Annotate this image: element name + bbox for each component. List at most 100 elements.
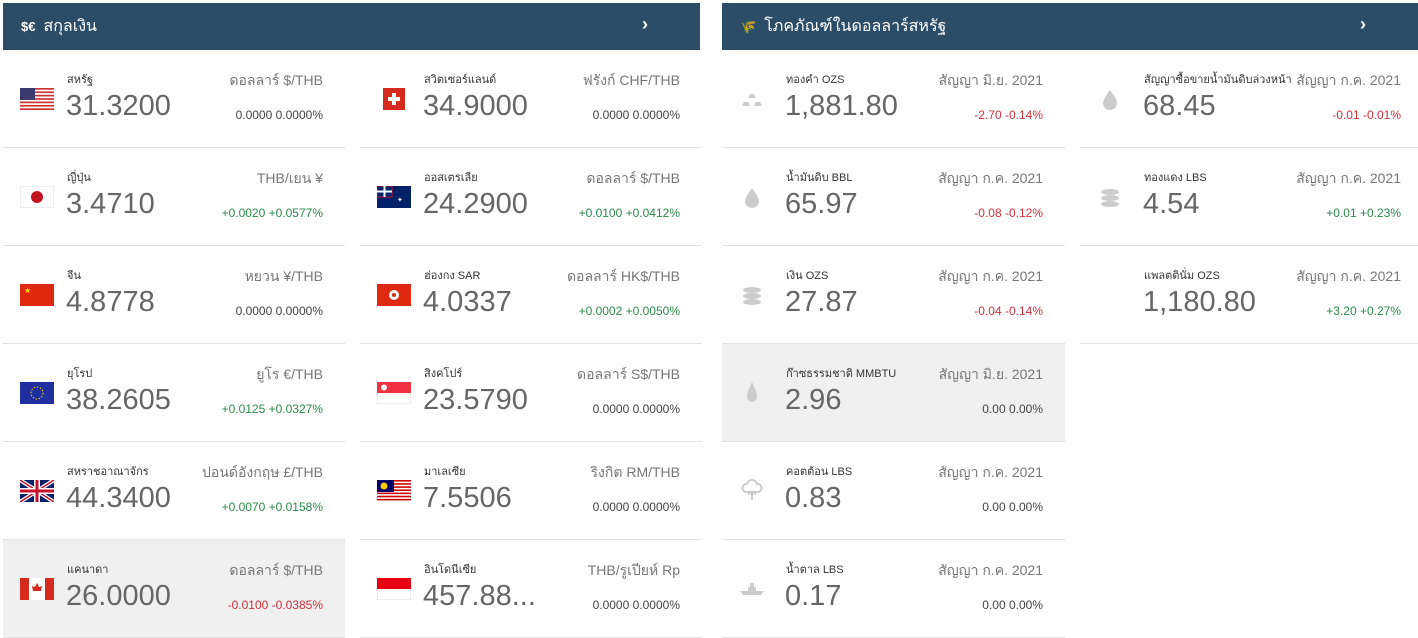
quote-change: -0.01 -0.01% bbox=[1332, 108, 1401, 122]
quote-unit: ปอนด์อังกฤษ £/THB bbox=[202, 464, 323, 480]
column: สวิตเซอร์แลนด์ 34.9000 ฟรังก์ CHF/THB 0.000… bbox=[360, 50, 702, 638]
quote-unit: สัญญา ก.ค. 2021 bbox=[938, 268, 1043, 284]
quote-name[interactable]: ยุโรป bbox=[67, 368, 93, 380]
quote-name[interactable]: น้ำตาล LBS bbox=[786, 564, 844, 576]
quote-name[interactable]: สหราชอาณาจักร bbox=[67, 466, 149, 478]
quote-change: -0.0100 -0.0385% bbox=[227, 598, 323, 612]
quote-card[interactable]: สวิตเซอร์แลนด์ 34.9000 ฟรังก์ CHF/THB 0.000… bbox=[360, 50, 702, 148]
quote-name[interactable]: คอตต้อน LBS bbox=[786, 466, 853, 478]
quote-name[interactable]: ทองแดง LBS bbox=[1144, 172, 1207, 184]
quote-value: 26.0000 bbox=[66, 580, 171, 612]
flag-ch-icon bbox=[383, 88, 405, 110]
flag-eu-icon bbox=[20, 382, 54, 404]
quote-card[interactable]: ★ จีน 4.8778 หยวน ¥/THB 0.0000 0.0000% bbox=[3, 246, 345, 344]
flag-cn-icon: ★ bbox=[20, 284, 54, 306]
quote-name[interactable]: แพลตตินั่ม OZS bbox=[1144, 270, 1220, 282]
quote-name[interactable]: สัญญาซื้อขายน้ำมันดิบล่วงหน้า bbox=[1144, 74, 1292, 86]
quote-card[interactable]: สหรัฐ 31.3200 ดอลลาร์ $/THB 0.0000 0.0000% bbox=[3, 50, 345, 148]
quote-name[interactable]: ออสเตรเลีย bbox=[424, 172, 478, 184]
quote-card[interactable]: ญี่ปุ่น 3.4710 THB/เยน ¥ +0.0020 +0.0577% bbox=[3, 148, 345, 246]
quote-change: 0.0000 0.0000% bbox=[235, 304, 323, 318]
quote-name[interactable]: สวิตเซอร์แลนด์ bbox=[424, 74, 497, 86]
quote-card[interactable]: ยุโรป 38.2605 ยูโร €/THB +0.0125 +0.0327% bbox=[3, 344, 345, 442]
quote-card[interactable]: น้ำตาล LBS 0.17 สัญญา ก.ค. 2021 0.00 0.00% bbox=[722, 540, 1065, 638]
quote-change: 0.00 0.00% bbox=[982, 402, 1043, 416]
cotton-icon bbox=[741, 479, 763, 500]
quote-card[interactable]: อินโดนีเซีย 457.88... THB/รูเปียห์ Rp 0.000… bbox=[360, 540, 702, 638]
quote-value: 0.17 bbox=[785, 580, 842, 612]
quote-unit: สัญญา ก.ค. 2021 bbox=[938, 464, 1043, 480]
quote-name[interactable]: อินโดนีเซีย bbox=[424, 564, 477, 576]
quote-unit: THB/รูเปียห์ Rp bbox=[587, 562, 680, 578]
quote-unit: ฟรังก์ CHF/THB bbox=[582, 72, 680, 88]
quote-name[interactable]: ทองคำ OZS bbox=[786, 74, 845, 86]
quote-unit: สัญญา ก.ค. 2021 bbox=[938, 562, 1043, 578]
quote-card[interactable]: ฮ่องกง SAR 4.0337 ดอลลาร์ HK$/THB +0.0002 +… bbox=[360, 246, 702, 344]
quote-card[interactable]: มาเลเซีย 7.5506 ริงกิต RM/THB 0.0000 0.0000… bbox=[360, 442, 702, 540]
quote-card[interactable]: คอตต้อน LBS 0.83 สัญญา ก.ค. 2021 0.00 0.00% bbox=[722, 442, 1065, 540]
flag-sg-icon bbox=[377, 382, 411, 404]
quote-unit: สัญญา มิ.ย. 2021 bbox=[938, 72, 1043, 88]
quote-card[interactable]: ก๊าซธรรมชาติ MMBTU 2.96 สัญญา มิ.ย. 2021 0.… bbox=[722, 344, 1065, 442]
quote-value: 1,180.80 bbox=[1143, 286, 1256, 318]
quote-card[interactable]: สหราชอาณาจักร 44.3400 ปอนด์อังกฤษ £/THB +0.… bbox=[3, 442, 345, 540]
quote-unit: ดอลลาร์ $/THB bbox=[586, 170, 680, 186]
quote-unit: สัญญา ก.ค. 2021 bbox=[1296, 268, 1401, 284]
quote-card[interactable]: ทองคำ OZS 1,881.80 สัญญา มิ.ย. 2021 -2.70 -… bbox=[722, 50, 1065, 148]
quote-unit: ดอลลาร์ S$/THB bbox=[577, 366, 680, 382]
commodities-panel: 🌾 โภคภัณฑ์ในดอลลาร์สหรัฐ › ทองคำ OZS 1,88… bbox=[722, 3, 1418, 638]
quote-value: 44.3400 bbox=[66, 482, 171, 514]
quote-card[interactable]: สิงคโปร์ 23.5790 ดอลลาร์ S$/THB 0.0000 0.00… bbox=[360, 344, 702, 442]
quote-change: 0.0000 0.0000% bbox=[592, 402, 680, 416]
quote-value: 27.87 bbox=[785, 286, 858, 318]
quote-value: 24.2900 bbox=[423, 188, 528, 220]
flame-icon bbox=[747, 382, 757, 402]
chevron-right-icon[interactable]: › bbox=[1360, 14, 1366, 34]
quote-unit: ดอลลาร์ $/THB bbox=[229, 72, 323, 88]
quote-unit: สัญญา ก.ค. 2021 bbox=[1296, 72, 1401, 88]
quote-name[interactable]: สหรัฐ bbox=[67, 74, 93, 86]
commodities-header[interactable]: 🌾 โภคภัณฑ์ในดอลลาร์สหรัฐ › bbox=[722, 3, 1418, 50]
drop-icon bbox=[745, 188, 759, 208]
quote-card[interactable]: แคนาดา 26.0000 ดอลลาร์ $/THB -0.0100 -0.038… bbox=[3, 540, 345, 638]
quote-change: -0.08 -0.12% bbox=[974, 206, 1043, 220]
quote-name[interactable]: จีน bbox=[67, 270, 81, 282]
quote-change: -2.70 -0.14% bbox=[974, 108, 1043, 122]
quote-name[interactable]: เงิน OZS bbox=[786, 270, 829, 282]
quote-unit: สัญญา มิ.ย. 2021 bbox=[938, 366, 1043, 382]
flag-my-icon bbox=[377, 480, 411, 502]
flag-gb-icon bbox=[20, 480, 54, 502]
quote-name[interactable]: สิงคโปร์ bbox=[424, 368, 463, 380]
quote-value: 3.4710 bbox=[66, 188, 155, 220]
column: ทองคำ OZS 1,881.80 สัญญา มิ.ย. 2021 -2.70 -… bbox=[722, 50, 1065, 638]
quote-change: 0.00 0.00% bbox=[982, 598, 1043, 612]
quote-change: 0.0000 0.0000% bbox=[592, 108, 680, 122]
quote-name[interactable]: น้ำมันดิบ BBL bbox=[786, 172, 853, 184]
quote-card[interactable]: ทองแดง LBS 4.54 สัญญา ก.ค. 2021 +0.01 +0.23… bbox=[1080, 148, 1418, 246]
quote-value: 4.0337 bbox=[423, 286, 512, 318]
quote-unit: หยวน ¥/THB bbox=[244, 268, 323, 284]
quote-name[interactable]: แคนาดา bbox=[67, 564, 109, 576]
quote-card[interactable]: แพลตตินั่ม OZS 1,180.80 สัญญา ก.ค. 2021 +3.… bbox=[1080, 246, 1418, 344]
quote-card[interactable]: ✦ ออสเตรเลีย 24.2900 ดอลลาร์ $/THB +0.0100 +… bbox=[360, 148, 702, 246]
flag-jp-icon bbox=[20, 186, 54, 208]
quote-card[interactable]: สัญญาซื้อขายน้ำมันดิบล่วงหน้า 68.45 สัญญา … bbox=[1080, 50, 1418, 148]
flag-au-icon: ✦ bbox=[377, 186, 411, 208]
chevron-right-icon[interactable]: › bbox=[642, 14, 648, 34]
quote-card[interactable]: น้ำมันดิบ BBL 65.97 สัญญา ก.ค. 2021 -0.08 -… bbox=[722, 148, 1065, 246]
quote-change: -0.04 -0.14% bbox=[974, 304, 1043, 318]
currency-header[interactable]: $€ สกุลเงิน › bbox=[3, 3, 700, 50]
quote-change: 0.0000 0.0000% bbox=[592, 500, 680, 514]
sugar-icon bbox=[740, 583, 764, 595]
quote-change: 0.0000 0.0000% bbox=[592, 598, 680, 612]
quote-change: +0.0125 +0.0327% bbox=[221, 402, 323, 416]
quote-name[interactable]: ก๊าซธรรมชาติ MMBTU bbox=[786, 368, 897, 380]
quote-change: 0.00 0.00% bbox=[982, 500, 1043, 514]
quote-change: 0.0000 0.0000% bbox=[235, 108, 323, 122]
quote-card[interactable]: เงิน OZS 27.87 สัญญา ก.ค. 2021 -0.04 -0.14% bbox=[722, 246, 1065, 344]
quote-name[interactable]: ญี่ปุ่น bbox=[67, 172, 91, 184]
quote-name[interactable]: มาเลเซีย bbox=[424, 466, 466, 478]
coins-icon bbox=[743, 287, 761, 305]
quote-name[interactable]: ฮ่องกง SAR bbox=[424, 270, 481, 282]
quote-value: 34.9000 bbox=[423, 90, 528, 122]
